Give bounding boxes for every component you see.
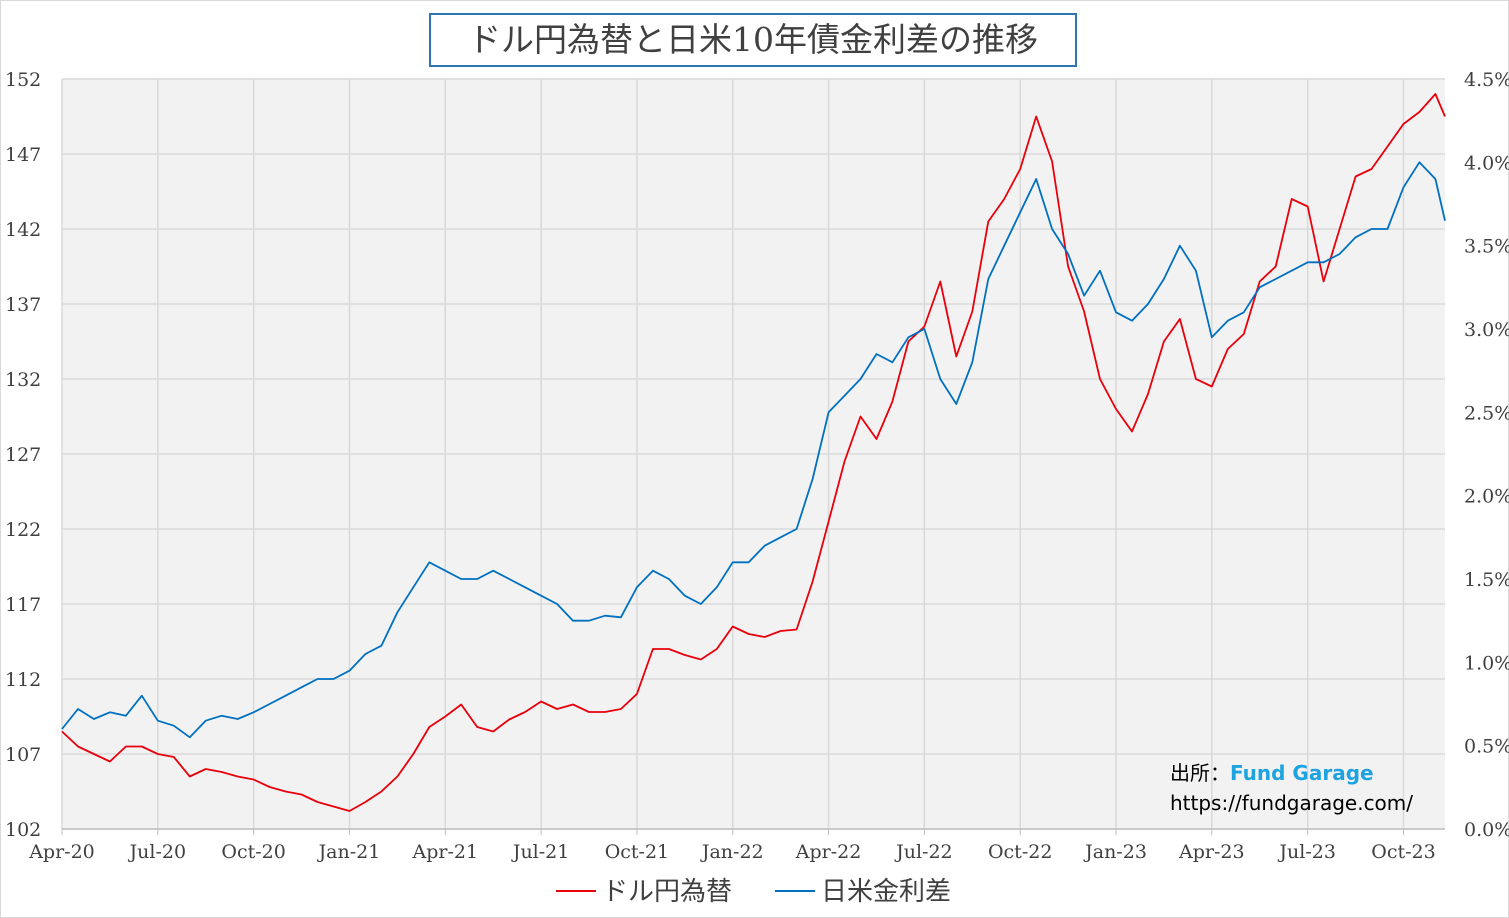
x-tick-label: Apr-22 [795, 841, 862, 863]
y-left-tick-label: 127 [5, 444, 41, 466]
chart-title: ドル円為替と日米10年債金利差の推移 [429, 13, 1077, 67]
y-right-tick-label: 1.5% [1464, 569, 1509, 591]
y-right-tick-label: 2.0% [1464, 486, 1509, 508]
source-url: https://fundgarage.com/ [1170, 791, 1414, 815]
x-tick-label: Oct-20 [221, 841, 285, 863]
y-left-tick-label: 132 [5, 369, 41, 391]
x-tick-label: Jan-21 [317, 841, 381, 863]
y-left-tick-label: 137 [5, 294, 41, 316]
series-line-yield-spread [61, 161, 1446, 739]
y-right-tick-label: 1.0% [1464, 652, 1509, 674]
y-left-tick-label: 117 [5, 594, 41, 616]
x-tick-label: Jul-22 [894, 841, 953, 863]
y-left-tick-label: 142 [5, 219, 41, 241]
x-tick-label: Jul-23 [1277, 841, 1336, 863]
x-tick-label: Jul-21 [511, 841, 570, 863]
x-tick-label: Apr-23 [1178, 841, 1245, 863]
y-left-tick-label: 147 [5, 144, 41, 166]
x-tick-label: Oct-21 [605, 841, 669, 863]
y-left-tick-label: 112 [5, 669, 41, 691]
y-left-tick-label: 102 [5, 819, 41, 841]
y-right-tick-label: 3.5% [1464, 236, 1509, 258]
legend-label: ドル円為替 [602, 877, 732, 907]
legend-label: 日米金利差 [821, 877, 951, 907]
x-tick-label: Jan-23 [1083, 841, 1147, 863]
x-tick-label: Oct-23 [1371, 841, 1435, 863]
y-left-tick-label: 122 [5, 519, 41, 541]
y-right-tick-label: 2.5% [1464, 402, 1509, 424]
y-right-tick-label: 0.0% [1464, 819, 1509, 841]
y-right-tick-label: 0.5% [1464, 736, 1509, 758]
y-right-tick-label: 4.5% [1464, 69, 1509, 91]
source-annotation: 出所：Fund Garage https://fundgarage.com/ [1170, 758, 1413, 818]
x-tick-label: Apr-20 [28, 841, 95, 863]
y-right-tick-label: 3.0% [1464, 319, 1509, 341]
y-right-tick-label: 4.0% [1464, 152, 1509, 174]
x-tick-label: Jul-20 [128, 841, 187, 863]
series-line-usdjpy [61, 93, 1446, 812]
source-label: 出所： [1170, 761, 1230, 785]
x-tick-label: Oct-22 [988, 841, 1052, 863]
x-tick-label: Jan-22 [700, 841, 764, 863]
source-brand: Fund Garage [1230, 761, 1374, 785]
y-left-tick-label: 107 [5, 744, 41, 766]
y-left-tick-label: 152 [5, 69, 41, 91]
x-tick-label: Apr-21 [411, 841, 478, 863]
